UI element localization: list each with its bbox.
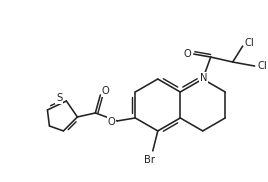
Text: Cl: Cl bbox=[258, 61, 267, 71]
Text: O: O bbox=[184, 49, 192, 59]
Text: O: O bbox=[107, 117, 115, 127]
Text: N: N bbox=[200, 73, 207, 83]
Text: Br: Br bbox=[144, 155, 155, 165]
Text: S: S bbox=[56, 93, 62, 103]
Text: O: O bbox=[102, 86, 109, 96]
Text: Cl: Cl bbox=[245, 38, 255, 48]
